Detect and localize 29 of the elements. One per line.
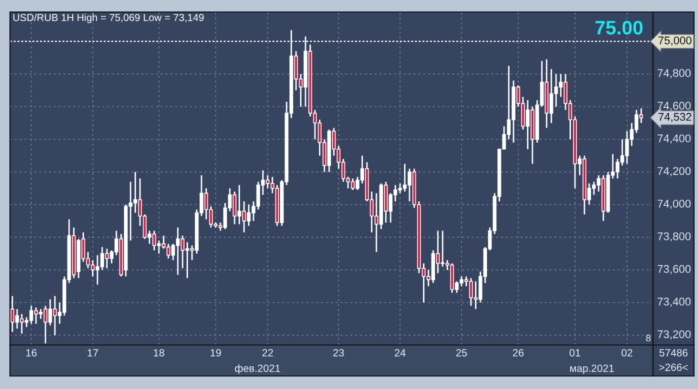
x-tick-label: 24 — [394, 349, 406, 356]
annotation: 8 — [646, 334, 651, 342]
annotation: 75.00 — [596, 20, 643, 35]
y-tick-label: 74,400 — [658, 134, 691, 144]
x-tick-label: 02 — [622, 349, 632, 356]
ref-line-label: 75,000 — [658, 36, 692, 46]
x-tick-label: 22 — [262, 349, 273, 356]
y-tick-label: 73,400 — [658, 298, 691, 307]
y-tick-label: 74,600 — [658, 102, 691, 111]
x-tick-label: 23 — [333, 349, 344, 356]
x-tick-label: 01 — [570, 349, 580, 356]
x-tick-label: 26 — [512, 349, 524, 356]
y-tick-label: 74,000 — [658, 200, 691, 209]
text: мар.2021 — [570, 364, 614, 374]
y-tick-label: 73,800 — [658, 232, 691, 242]
y-tick-label: 74,800 — [658, 69, 691, 78]
chart-title: USD/RUB 1H High = 75,069 Low = 73,149 — [13, 14, 204, 24]
y-tick-label: 73,600 — [658, 265, 691, 274]
y-tick-label: 74,200 — [658, 167, 691, 176]
x-tick-label: 17 — [88, 349, 98, 356]
text: >266< — [659, 364, 688, 372]
x-tick-label: 16 — [26, 349, 37, 356]
y-tick-label: 73,200 — [658, 330, 691, 340]
x-tick-label: 25 — [456, 349, 467, 356]
x-tick-label: 18 — [154, 349, 164, 356]
text: 57486 — [659, 349, 688, 356]
x-tick-label: 19 — [210, 349, 221, 356]
text: 74,532 — [658, 112, 692, 122]
text: фев.2021 — [235, 364, 280, 374]
